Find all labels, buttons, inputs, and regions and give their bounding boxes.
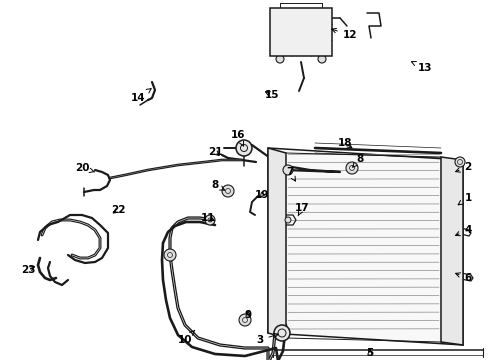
Text: 15: 15: [264, 90, 279, 100]
Circle shape: [273, 325, 289, 341]
Text: 23: 23: [20, 265, 35, 275]
Text: 13: 13: [410, 62, 431, 73]
Text: 12: 12: [331, 28, 357, 40]
Text: 2: 2: [455, 162, 470, 172]
Circle shape: [346, 162, 357, 174]
Text: 8: 8: [211, 180, 224, 190]
Circle shape: [236, 140, 251, 156]
Polygon shape: [267, 148, 285, 338]
Text: 10: 10: [177, 330, 194, 345]
Circle shape: [454, 157, 464, 167]
Text: 19: 19: [254, 190, 268, 200]
Text: 4: 4: [455, 225, 471, 236]
Circle shape: [283, 165, 292, 175]
Circle shape: [163, 249, 176, 261]
Text: 16: 16: [230, 130, 245, 146]
Circle shape: [204, 215, 215, 225]
Bar: [269, 8, 331, 56]
Circle shape: [285, 217, 290, 223]
Text: 20: 20: [75, 163, 95, 173]
Circle shape: [275, 55, 284, 63]
Circle shape: [239, 314, 250, 326]
Text: 17: 17: [294, 203, 309, 216]
Text: 9: 9: [244, 310, 251, 320]
Text: 22: 22: [110, 205, 125, 215]
Polygon shape: [267, 148, 462, 345]
Circle shape: [317, 55, 325, 63]
Text: 3: 3: [256, 333, 278, 345]
Text: 21: 21: [207, 147, 222, 157]
Text: 5: 5: [366, 348, 373, 358]
Text: 11: 11: [201, 213, 215, 223]
Polygon shape: [440, 157, 462, 345]
Text: 6: 6: [455, 273, 470, 283]
Text: 8: 8: [352, 154, 363, 167]
Text: 14: 14: [130, 89, 151, 103]
Circle shape: [222, 185, 234, 197]
Text: 7: 7: [286, 167, 295, 181]
Text: 18: 18: [337, 138, 351, 148]
Text: 1: 1: [457, 193, 470, 205]
